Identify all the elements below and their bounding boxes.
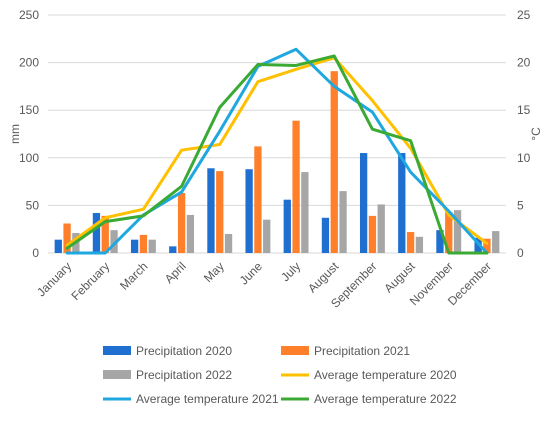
temperature-line bbox=[65, 47, 489, 255]
legend-label: Average temperature 2021 bbox=[136, 392, 279, 406]
bar bbox=[483, 238, 491, 253]
y-left-tick-label: 150 bbox=[19, 103, 39, 117]
bar bbox=[398, 153, 406, 253]
bar bbox=[245, 169, 253, 253]
x-tick-label: February bbox=[69, 259, 113, 303]
bar bbox=[130, 239, 139, 253]
y-left-tick-label: 50 bbox=[26, 198, 40, 212]
bar bbox=[377, 204, 385, 253]
y-right-tick-label: 20 bbox=[517, 56, 531, 70]
legend-label: Precipitation 2021 bbox=[314, 344, 410, 358]
y-left-axis-label: mm bbox=[8, 124, 22, 144]
legend-swatch bbox=[103, 346, 131, 355]
bar bbox=[101, 215, 109, 253]
bar bbox=[148, 239, 156, 253]
bar bbox=[177, 193, 186, 253]
x-tick-label: May bbox=[201, 259, 227, 285]
legend-label: Precipitation 2022 bbox=[136, 368, 232, 382]
bar bbox=[492, 231, 500, 253]
legend-swatch bbox=[103, 370, 131, 379]
bar bbox=[224, 233, 233, 253]
x-tick-label: April bbox=[162, 259, 189, 286]
legend-label: Average temperature 2022 bbox=[314, 392, 457, 406]
bar bbox=[453, 210, 462, 253]
x-tick-label: August bbox=[305, 259, 342, 296]
bar bbox=[207, 168, 215, 253]
y-right-tick-label: 25 bbox=[517, 8, 531, 22]
line-series-group bbox=[65, 47, 489, 255]
y-right-tick-label: 5 bbox=[517, 198, 524, 212]
legend-label: Precipitation 2020 bbox=[136, 344, 232, 358]
bar bbox=[186, 214, 195, 253]
y-right-tick-label: 15 bbox=[517, 103, 531, 117]
bar bbox=[415, 236, 424, 253]
bar-series-group bbox=[54, 71, 500, 253]
bar bbox=[368, 215, 377, 253]
bar bbox=[139, 234, 148, 253]
x-tick-label: August bbox=[381, 259, 418, 296]
y-left-tick-label: 200 bbox=[19, 56, 39, 70]
y-left-tick-label: 250 bbox=[19, 8, 39, 22]
legend: Precipitation 2020 Precipitation 2021 Prec… bbox=[103, 344, 457, 406]
bar bbox=[330, 71, 338, 253]
bar bbox=[436, 230, 444, 253]
y-left-tick-label: 100 bbox=[19, 151, 39, 165]
legend-swatch bbox=[281, 346, 309, 355]
bar bbox=[169, 246, 177, 253]
y-left-tick-label: 0 bbox=[32, 246, 39, 260]
bar bbox=[216, 171, 224, 253]
bar bbox=[63, 223, 71, 253]
bar bbox=[321, 217, 330, 253]
bar bbox=[54, 239, 62, 253]
bar bbox=[359, 153, 368, 253]
y-right-tick-label: 10 bbox=[517, 151, 531, 165]
x-tick-label: March bbox=[117, 259, 150, 292]
bar bbox=[92, 213, 101, 253]
bar bbox=[254, 146, 262, 253]
y-right-axis-label: °C bbox=[529, 127, 543, 141]
bar bbox=[292, 120, 300, 253]
bar bbox=[110, 230, 118, 253]
bar bbox=[406, 232, 415, 253]
gridlines bbox=[48, 14, 506, 254]
legend-label: Average temperature 2020 bbox=[314, 368, 457, 382]
bar bbox=[263, 219, 271, 253]
bar bbox=[445, 212, 453, 253]
bar bbox=[339, 191, 347, 253]
bar bbox=[301, 172, 309, 253]
bar bbox=[283, 199, 291, 253]
temperature-line bbox=[65, 54, 489, 255]
x-tick-label: June bbox=[237, 259, 266, 288]
x-tick-label: July bbox=[278, 259, 303, 284]
y-right-tick-label: 0 bbox=[517, 246, 524, 260]
